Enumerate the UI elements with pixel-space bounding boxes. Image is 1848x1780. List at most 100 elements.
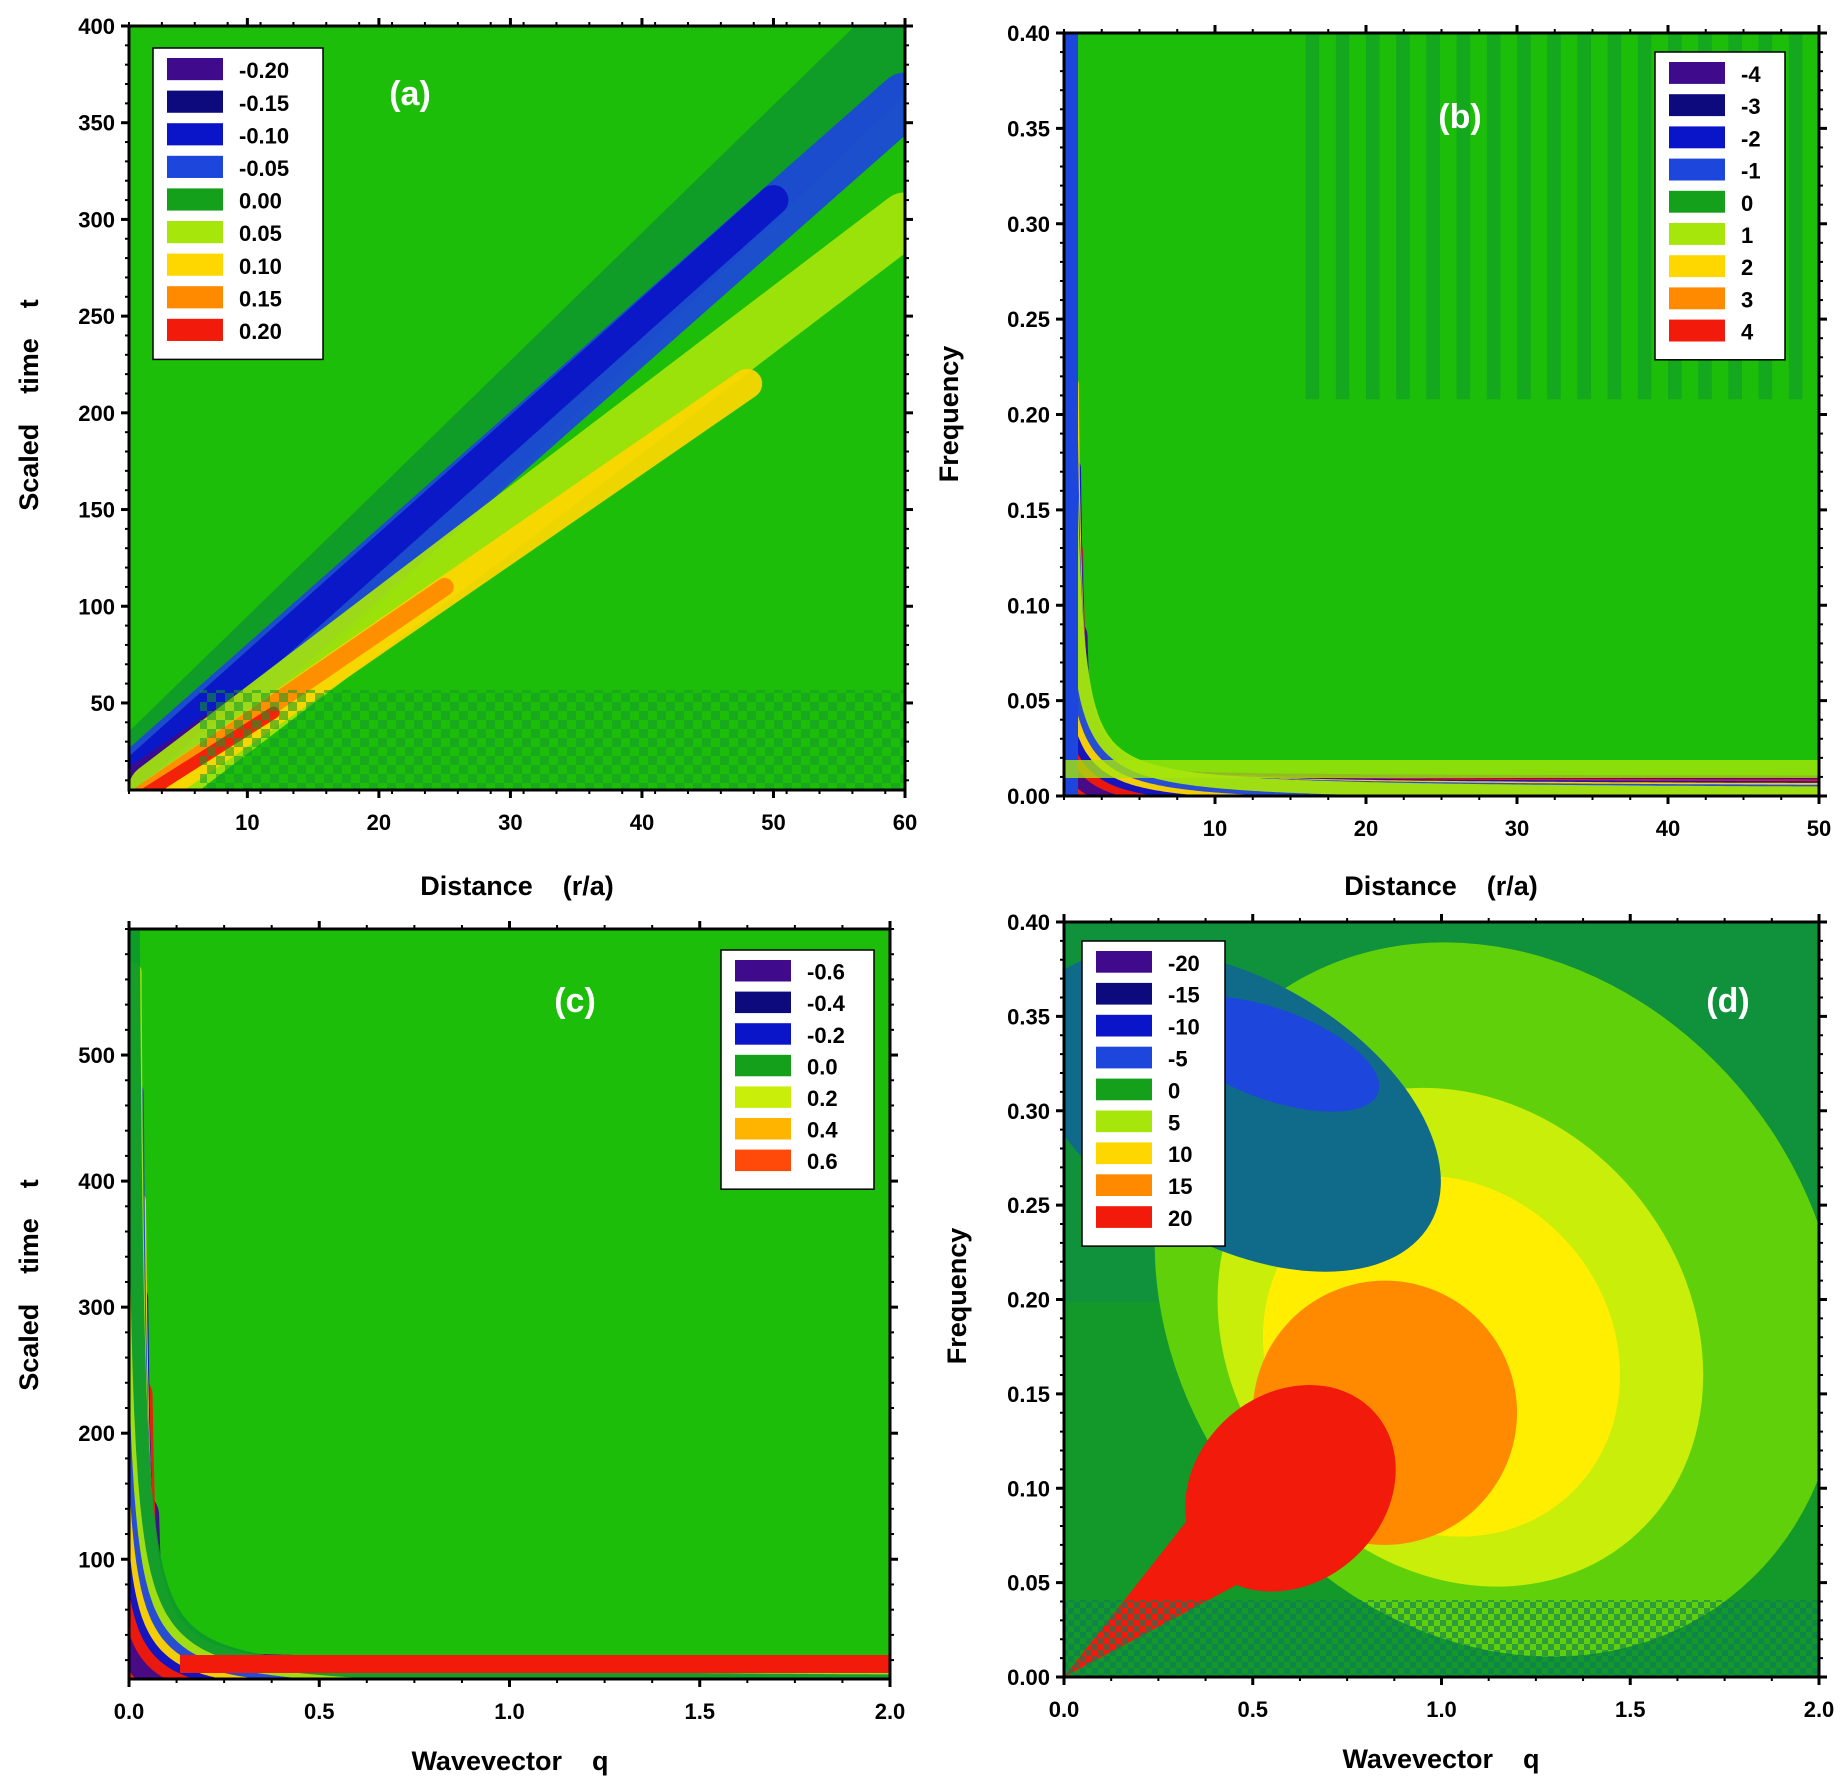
panel-a-legend-swatch <box>167 221 223 244</box>
panel-d-y-tick-label: 0.40 <box>1007 910 1050 935</box>
panel-a-legend: -0.20 -0.15 -0.10 -0.05 0.00 0.05 0.10 0.15 0.20 <box>152 47 324 361</box>
panel-b-x-tick-label: 40 <box>1656 816 1680 841</box>
panel-b-stripe <box>1456 33 1471 400</box>
panel-a-y-tick-label: 50 <box>91 691 115 716</box>
panel-d-y-tick-label: 0.10 <box>1007 1476 1050 1501</box>
panel-a: 10 20 30 40 50 60 50 100 150 200 250 300 350 400 Dis… <box>14 14 917 901</box>
panel-a-legend-label: -0.05 <box>239 156 289 181</box>
panel-b-x-ticks: 10 20 30 40 50 <box>1063 25 1831 841</box>
panel-b-stripe <box>1819 33 1833 399</box>
panel-c-y-axis-title: Scaled time t <box>14 1179 44 1391</box>
panel-b-legend-swatch <box>1669 62 1725 84</box>
panel-c-y-tick-label: 400 <box>78 1169 115 1194</box>
panel-c-x-tick-label: 0.0 <box>114 1699 145 1724</box>
panel-d-legend-label: 20 <box>1168 1206 1192 1231</box>
panel-b-legend-label: 4 <box>1741 320 1754 345</box>
panel-a-x-tick-label: 10 <box>235 810 259 835</box>
panel-b-stripe <box>1547 33 1561 400</box>
panel-a-contour-bands <box>129 26 905 790</box>
panel-a-legend-swatch <box>167 123 223 146</box>
panel-a-legend-label: 0.15 <box>239 286 282 311</box>
panel-a-y-tick-label: 350 <box>78 111 115 136</box>
panel-b-x-tick-label: 50 <box>1807 816 1831 841</box>
panel-d-x-tick-label: 0.0 <box>1049 1697 1080 1722</box>
panel-a-y-tick-label: 400 <box>78 14 115 39</box>
panel-d-y-tick-label: 0.05 <box>1007 1571 1050 1596</box>
panel-d-legend: -20 -15 -10 -5 0 5 10 15 20 <box>1081 940 1226 1247</box>
panel-b-stripe <box>1305 33 1320 400</box>
panel-b-x-tick-label: 30 <box>1505 816 1529 841</box>
panel-c-x-ticks: 0.0 0.5 1.0 1.5 2.0 <box>114 921 906 1724</box>
panel-a-legend-swatch <box>167 286 223 309</box>
panel-d-y-tick-label: 0.35 <box>1007 1004 1050 1029</box>
panel-d-x-axis-title: Wavevector q <box>1342 1744 1539 1774</box>
panel-b-y-tick-label: 0.20 <box>1007 403 1050 428</box>
panel-b-y-tick-label: 0.10 <box>1007 593 1050 618</box>
panel-a-legend-label: -0.15 <box>239 91 289 116</box>
panel-c-y-ticks: 100 200 300 400 500 <box>78 928 898 1662</box>
panel-a-x-tick-label: 60 <box>893 810 917 835</box>
panel-b-x-axis-title: Distance (r/a) <box>1344 871 1538 901</box>
panel-d-legend-label: 15 <box>1168 1174 1192 1199</box>
panel-c: 0.0 0.5 1.0 1.5 2.0 100 200 300 400 500 Wavevect… <box>14 921 906 1776</box>
panel-b-y-axis-title: Frequency <box>934 346 964 483</box>
panel-a-x-tick-label: 50 <box>761 810 785 835</box>
panel-d-legend-label: -5 <box>1168 1046 1188 1071</box>
panel-b-stripe <box>1366 33 1380 400</box>
panel-b-y-ticks: 0.00 0.05 0.10 0.15 0.20 0.25 0.30 0.35 0.40 <box>1007 21 1827 809</box>
panel-c-legend-label: 0.4 <box>807 1118 838 1143</box>
panel-b-legend-label: 1 <box>1741 223 1753 248</box>
panel-c-legend-swatch <box>735 991 791 1014</box>
panel-a-legend-label: 0.00 <box>239 189 282 214</box>
panel-a-frame <box>127 24 907 792</box>
panel-c-legend-label: -0.2 <box>807 1023 845 1048</box>
panel-b-legend-label: 2 <box>1741 255 1753 280</box>
panel-c-legend-swatch <box>735 960 791 982</box>
panel-d-label: (d) <box>1706 982 1749 1020</box>
panel-d-x-tick-label: 2.0 <box>1804 1697 1835 1722</box>
panel-b-y-tick-label: 0.15 <box>1007 498 1050 523</box>
panel-b: 10 20 30 40 50 0.000.050.100.150.200.250.300… <box>934 21 1833 901</box>
panel-b-y-tick-label: 0.40 <box>1007 21 1050 46</box>
panel-b-left-edge-band <box>1064 33 1078 796</box>
panel-d-y-tick-label: 0.25 <box>1007 1193 1050 1218</box>
panel-b-band-6 <box>1064 201 1819 796</box>
panel-b-y-tick-label: 0.30 <box>1007 212 1050 237</box>
panel-b-y-tick-label: 0.35 <box>1007 116 1050 141</box>
panel-d-legend-swatch <box>1096 1046 1152 1069</box>
panel-d-legend-swatch <box>1096 1174 1152 1196</box>
panel-b-stripe <box>1577 33 1591 400</box>
panel-d-legend-label: -10 <box>1168 1015 1200 1040</box>
panel-c-legend: -0.6 -0.4 -0.2 0.0 0.2 0.4 0.6 <box>720 949 875 1190</box>
panel-a-x-tick-label: 30 <box>498 810 522 835</box>
panel-c-x-tick-label: 2.0 <box>875 1699 906 1724</box>
panel-d-y-ticks: 0.00 0.05 0.10 0.15 0.20 0.25 0.30 0.35 0.40 <box>1007 910 1827 1690</box>
panel-b-stripe <box>1517 33 1531 400</box>
panel-d-y-axis-title: Frequency <box>942 1228 972 1365</box>
panel-a-legend-label: 0.10 <box>239 254 282 279</box>
panel-b-x-tick-label: 10 <box>1203 816 1227 841</box>
panel-d-checker-region <box>1064 1600 1819 1677</box>
panel-d-y-tick-label: 0.30 <box>1007 1099 1050 1124</box>
panel-a-checker-region <box>200 690 905 790</box>
panel-c-y-tick-label: 300 <box>78 1295 115 1320</box>
panel-c-legend-swatch <box>735 1086 791 1108</box>
panel-b-legend: -4 -3 -2 -1 0 1 2 3 4 <box>1654 51 1786 361</box>
panel-d-legend-label: 5 <box>1168 1110 1180 1135</box>
panel-a-legend-label: -0.10 <box>239 123 289 148</box>
panel-c-legend-swatch <box>735 1023 791 1045</box>
panel-a-legend-label: -0.20 <box>239 58 289 83</box>
panel-a-y-axis-title: Scaled time t <box>14 299 44 511</box>
panel-b-legend-label: -3 <box>1741 94 1761 119</box>
panel-c-x-axis-title: Wavevector q <box>411 1746 608 1776</box>
panel-c-y-tick-label: 200 <box>78 1421 115 1446</box>
panel-b-legend-label: 0 <box>1741 191 1753 216</box>
panel-c-bottom-red-band <box>180 1655 890 1673</box>
panel-a-x-ticks: 10 20 30 40 50 60 <box>128 18 917 835</box>
panel-d-y-tick-label: 0.20 <box>1007 1288 1050 1313</box>
panel-a-y-tick-label: 200 <box>78 401 115 426</box>
panel-a-legend-swatch <box>167 253 223 276</box>
panel-d-legend-label: 0 <box>1168 1078 1180 1103</box>
panel-a-y-tick-label: 250 <box>78 304 115 329</box>
